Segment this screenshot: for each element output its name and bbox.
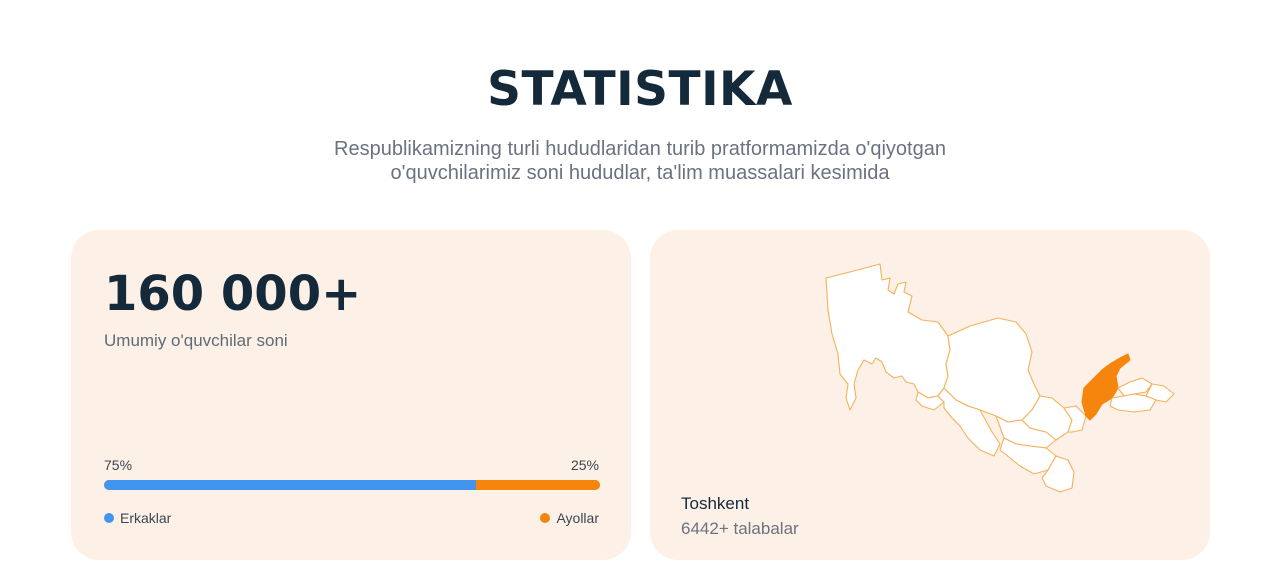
female-percent: 25% <box>570 457 599 473</box>
selected-region-count: 6442+ talabalar <box>681 519 799 538</box>
legend-female-label: Ayollar <box>556 510 599 526</box>
region-karakalpakstan[interactable] <box>825 263 951 411</box>
subtitle-line-1: Respublikamizning turli hududlaridan tur… <box>334 138 946 160</box>
female-bar-segment <box>476 480 600 490</box>
total-students-label: Umumiy o'quvchilar soni <box>104 331 288 350</box>
page-title: STATISTIKA <box>487 62 793 117</box>
male-percent: 75% <box>104 457 133 473</box>
total-students-card: 160 000+ Umumiy o'quvchilar soni 75% 25%… <box>71 230 631 560</box>
selected-region-name: Toshkent <box>681 494 750 513</box>
uzbekistan-map <box>825 263 1175 493</box>
region-bukhara[interactable] <box>937 387 1001 457</box>
male-dot-icon <box>104 513 114 523</box>
total-students-value: 160 000+ <box>104 266 362 322</box>
region-toshkent[interactable] <box>1081 353 1131 421</box>
gender-ratio-bar <box>104 480 600 490</box>
page-subtitle: Respublikamizning turli hududlaridan tur… <box>290 137 990 185</box>
region-sirdaryo[interactable] <box>1063 405 1087 433</box>
region-surkhandarya[interactable] <box>1041 455 1075 493</box>
subtitle-line-2: o'quvchilarimiz soni hududlar, ta'lim mu… <box>390 162 890 184</box>
female-dot-icon <box>540 513 551 523</box>
legend-male-label: Erkaklar <box>120 510 172 526</box>
region-map-card: Toshkent 6442+ talabalar <box>650 230 1210 560</box>
region-khorezm[interactable] <box>915 391 945 411</box>
region-fergana[interactable] <box>1109 393 1157 413</box>
male-bar-segment <box>104 480 476 490</box>
legend-female: Ayollar <box>540 510 599 526</box>
legend-male: Erkaklar <box>104 510 171 526</box>
